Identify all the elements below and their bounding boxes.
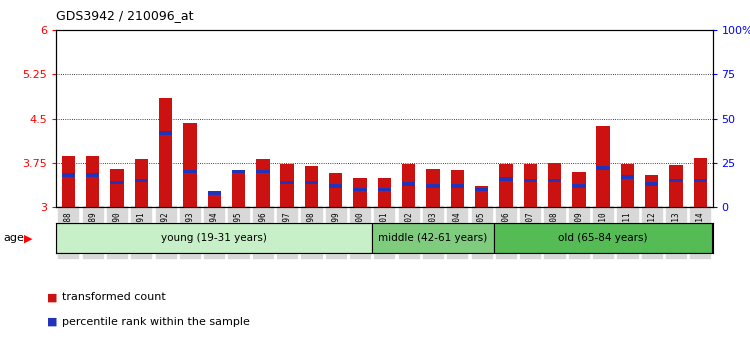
Bar	[159, 98, 172, 131]
Bar	[402, 186, 416, 207]
Text: transformed count: transformed count	[62, 292, 165, 302]
Bar	[451, 184, 464, 188]
Bar	[183, 173, 196, 207]
Bar	[208, 191, 221, 195]
Bar	[280, 181, 294, 184]
Bar	[62, 156, 75, 173]
Bar	[183, 170, 196, 173]
Bar	[500, 181, 512, 207]
Bar	[621, 179, 634, 207]
Bar	[86, 156, 100, 173]
Bar	[329, 184, 343, 188]
Bar	[280, 184, 294, 207]
Bar	[572, 188, 586, 207]
Bar	[110, 181, 124, 184]
Bar	[135, 179, 148, 182]
Bar	[402, 164, 416, 182]
Bar	[353, 188, 367, 191]
Text: old (65-84 years): old (65-84 years)	[558, 233, 648, 243]
Bar	[353, 191, 367, 207]
Bar	[524, 179, 537, 182]
Text: ■: ■	[46, 317, 57, 327]
Text: ▶: ▶	[24, 233, 32, 243]
Bar	[110, 184, 124, 207]
Bar	[645, 182, 658, 186]
Bar	[475, 191, 488, 207]
Bar	[500, 164, 512, 177]
Bar	[500, 177, 512, 181]
Bar	[621, 164, 634, 175]
Bar	[256, 159, 269, 170]
Bar	[232, 173, 245, 207]
Bar	[494, 223, 712, 253]
Bar	[475, 188, 488, 191]
Bar	[329, 188, 343, 207]
Bar	[524, 182, 537, 207]
Bar	[159, 135, 172, 207]
Bar	[304, 166, 318, 181]
Bar	[378, 178, 391, 188]
Bar	[426, 184, 439, 188]
Bar	[372, 223, 494, 253]
Bar	[426, 188, 439, 207]
Bar	[524, 164, 537, 179]
Text: young (19-31 years): young (19-31 years)	[161, 233, 267, 243]
Bar	[694, 182, 707, 207]
Bar	[135, 159, 148, 179]
Bar	[621, 175, 634, 179]
Bar	[645, 175, 658, 182]
Bar	[694, 179, 707, 182]
Bar	[572, 172, 586, 184]
Bar	[548, 163, 561, 179]
Text: percentile rank within the sample: percentile rank within the sample	[62, 317, 249, 327]
Bar	[596, 126, 610, 166]
Bar	[232, 170, 245, 173]
Bar	[572, 184, 586, 188]
Bar	[208, 195, 221, 207]
Bar	[86, 173, 100, 177]
Bar	[62, 173, 75, 177]
Bar	[402, 182, 416, 186]
Bar	[426, 169, 439, 184]
Bar	[451, 170, 464, 184]
Text: GDS3942 / 210096_at: GDS3942 / 210096_at	[56, 9, 194, 22]
Bar	[280, 164, 294, 181]
Bar	[183, 123, 196, 170]
Bar	[378, 191, 391, 207]
Bar	[451, 188, 464, 207]
Bar	[645, 186, 658, 207]
Bar	[669, 179, 682, 182]
Bar	[548, 182, 561, 207]
Bar	[86, 177, 100, 207]
Bar	[304, 184, 318, 207]
Text: age: age	[4, 233, 25, 243]
Bar	[669, 182, 682, 207]
Bar	[56, 223, 372, 253]
Text: ■: ■	[46, 292, 57, 302]
Bar	[596, 166, 610, 170]
Bar	[135, 182, 148, 207]
Bar	[378, 188, 391, 191]
Bar	[548, 179, 561, 182]
Bar	[159, 131, 172, 135]
Text: middle (42-61 years): middle (42-61 years)	[378, 233, 488, 243]
Bar	[475, 187, 488, 188]
Bar	[256, 170, 269, 173]
Bar	[110, 169, 124, 181]
Bar	[669, 165, 682, 179]
Bar	[62, 177, 75, 207]
Bar	[353, 178, 367, 188]
Bar	[304, 181, 318, 184]
Bar	[694, 158, 707, 179]
Bar	[256, 173, 269, 207]
Bar	[329, 173, 343, 184]
Bar	[596, 170, 610, 207]
